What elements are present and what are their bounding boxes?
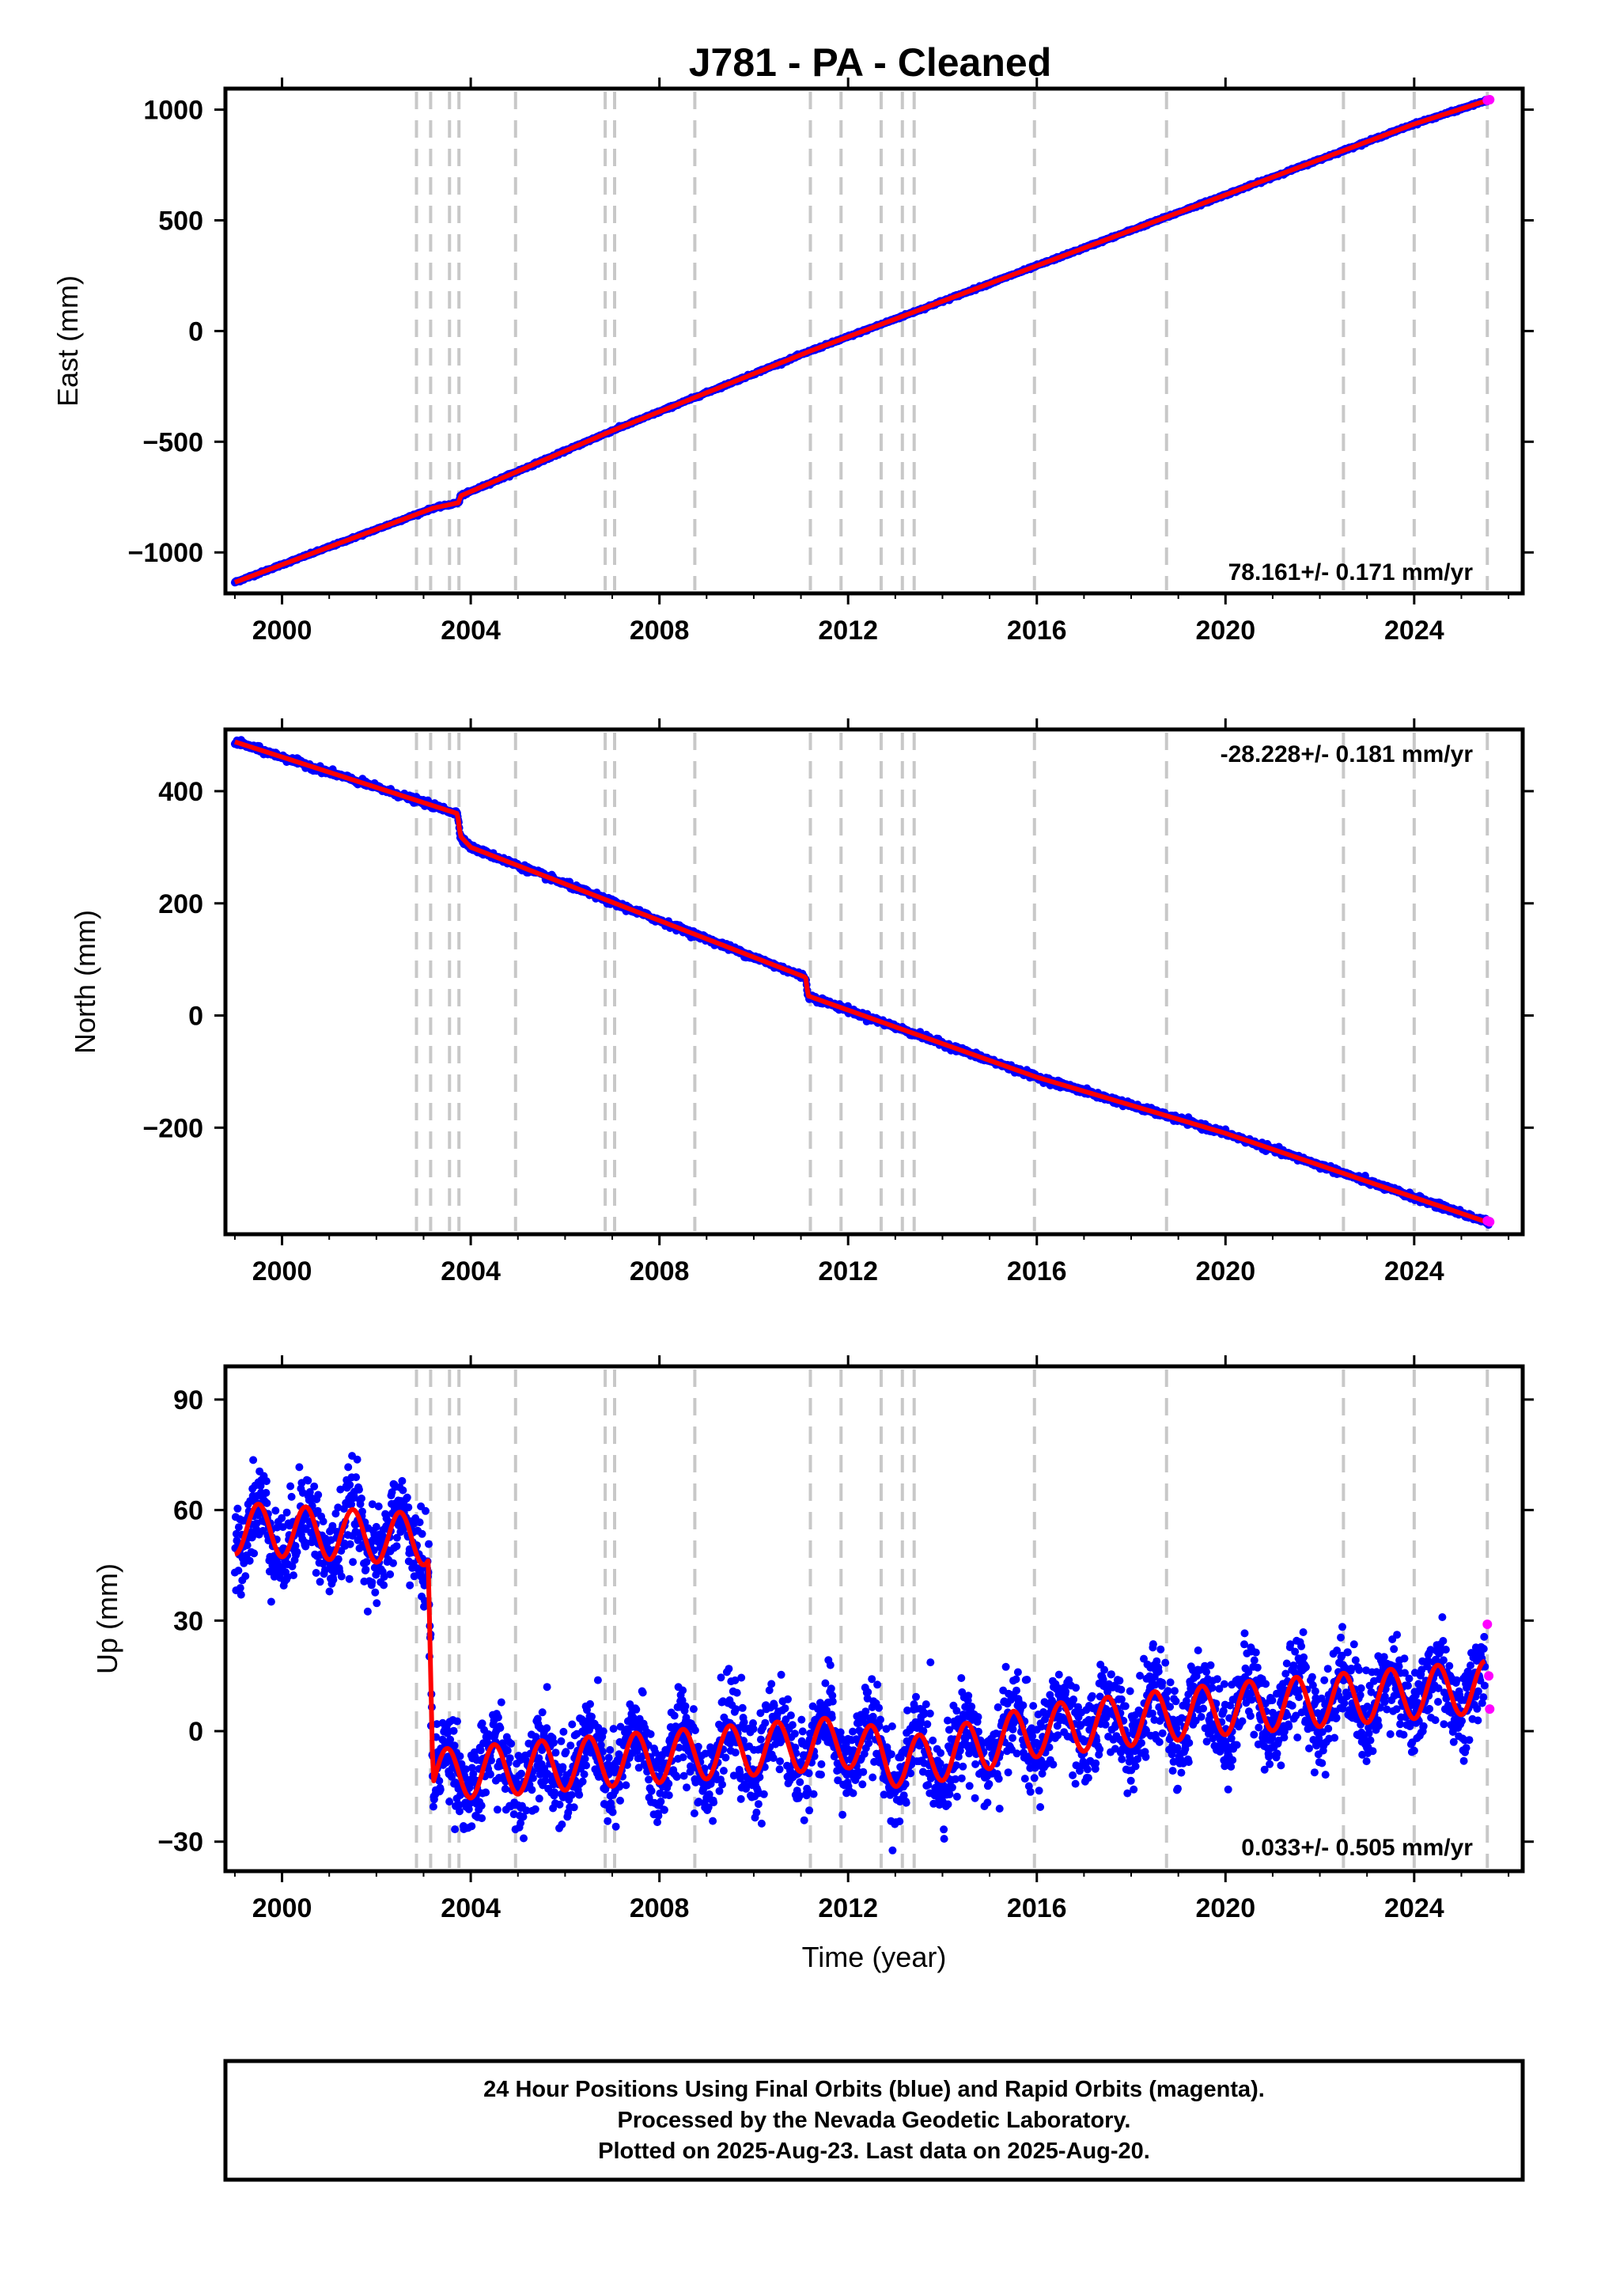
x-tick-label: 2016 xyxy=(1007,1256,1067,1286)
x-tick-label: 2004 xyxy=(441,616,501,646)
x-tick-label: 2020 xyxy=(1195,1256,1255,1286)
east-rate-label: 78.161+/- 0.171 mm/yr xyxy=(1228,559,1474,585)
x-tick-label: 2016 xyxy=(1007,616,1067,646)
east-y-axis-label: East (mm) xyxy=(51,275,84,407)
x-tick-label: 2000 xyxy=(252,616,312,646)
y-tick-label: 400 xyxy=(158,777,203,807)
y-tick-label: −200 xyxy=(142,1113,203,1143)
y-tick-label: 1000 xyxy=(143,96,203,126)
x-tick-label: 2004 xyxy=(441,1256,501,1286)
north-event-lines xyxy=(414,733,1489,1231)
x-tick-label: 2024 xyxy=(1384,1256,1444,1286)
rapid-orbit-point xyxy=(1485,1217,1495,1227)
east-ticks: 2000 2004 2008 2012 2016 2020 2024 −1000 −500 0 50… xyxy=(128,78,1534,646)
y-tick-label: −1000 xyxy=(128,538,204,568)
y-tick-label: −500 xyxy=(142,427,203,457)
rapid-orbit-point xyxy=(1485,95,1495,104)
y-tick-label: 500 xyxy=(158,206,203,236)
chart-title: J781 - PA - Cleaned xyxy=(689,40,1052,85)
x-tick-label: 2012 xyxy=(818,1256,878,1286)
y-tick-label: 0 xyxy=(188,1002,203,1032)
model-fit-line xyxy=(233,97,1491,585)
x-tick-label: 2020 xyxy=(1195,616,1255,646)
north-rate-label: -28.228+/- 0.181 mm/yr xyxy=(1221,741,1474,767)
y-tick-label: 200 xyxy=(158,889,203,919)
east-data-layer xyxy=(230,95,1495,587)
x-tick-label: 2024 xyxy=(1384,616,1444,646)
x-tick-label: 2008 xyxy=(630,616,690,646)
north-panel: 2000 2004 2008 2012 2016 2020 2024−2000200400 … xyxy=(69,718,1534,1286)
y-tick-label: 0 xyxy=(188,316,203,347)
north-y-axis-label: North (mm) xyxy=(69,910,101,1054)
x-tick-label: 2012 xyxy=(818,616,878,646)
east-frame xyxy=(223,86,1525,596)
x-tick-label: 2008 xyxy=(630,1256,690,1286)
east-panel: 2000 2004 2008 2012 2016 2020 2024 −1000 −500 0 50… xyxy=(51,78,1534,646)
north-data-layer xyxy=(230,736,1495,1229)
x-tick-label: 2000 xyxy=(252,1256,312,1286)
